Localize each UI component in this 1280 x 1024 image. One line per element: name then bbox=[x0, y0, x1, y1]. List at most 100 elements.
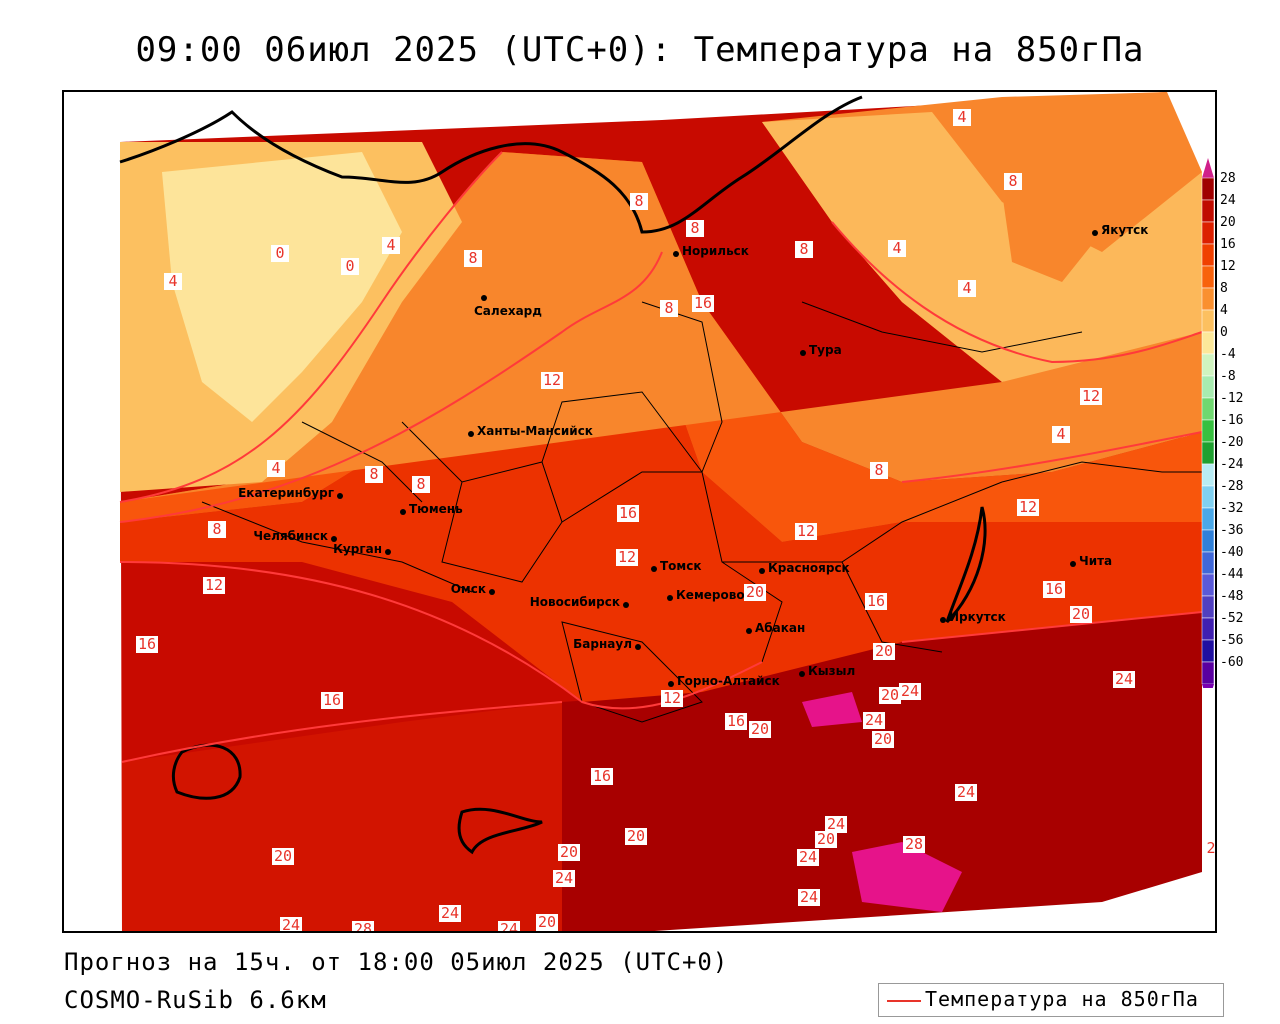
colorbar-segment bbox=[1201, 287, 1215, 311]
city-marker bbox=[635, 644, 641, 650]
contour-label: 8 bbox=[795, 241, 813, 258]
city-label: Курган bbox=[333, 542, 382, 556]
city-marker bbox=[400, 509, 406, 515]
city-marker bbox=[468, 431, 474, 437]
contour-label: 12 bbox=[1080, 387, 1103, 405]
band-16 bbox=[120, 302, 1202, 702]
contour-label: 12 bbox=[541, 371, 564, 389]
city-label: Салехард bbox=[474, 304, 542, 318]
contour-label: 20 bbox=[873, 642, 896, 660]
legend-label: Температура на 850гПа bbox=[925, 987, 1199, 1011]
colorbar-tick-label: 24 bbox=[1220, 193, 1236, 208]
city-label: Екатеринбург bbox=[238, 486, 334, 500]
contour-label: 20 bbox=[872, 730, 895, 748]
colorbar-bottom-arrow-icon bbox=[1202, 684, 1214, 688]
colorbar-segment bbox=[1201, 243, 1215, 267]
colorbar-segment bbox=[1201, 221, 1215, 245]
band-8-yakutia bbox=[1002, 162, 1102, 282]
colorbar-segment bbox=[1201, 331, 1215, 355]
colorbar-tick-label: -48 bbox=[1220, 589, 1244, 604]
contour-label: 8 bbox=[464, 250, 482, 267]
city-label: Омск bbox=[450, 582, 486, 596]
colorbar-segment bbox=[1201, 375, 1215, 399]
city-label: Тура bbox=[809, 343, 842, 357]
colorbar-tick-label: 16 bbox=[1220, 237, 1236, 252]
colorbar-tick-label: -32 bbox=[1220, 501, 1244, 516]
colorbar-tick-label: -4 bbox=[1220, 347, 1236, 362]
contour-label: 20 bbox=[879, 686, 902, 704]
contour-label: 24 bbox=[825, 815, 848, 833]
city-marker bbox=[759, 568, 765, 574]
contour-label: 20 bbox=[815, 830, 838, 848]
contour-label: 28 bbox=[352, 921, 375, 931]
band-0-west bbox=[162, 152, 402, 422]
city-label: Норильск bbox=[682, 244, 749, 258]
colorbar-tick-label: -52 bbox=[1220, 611, 1244, 626]
band-28-b bbox=[802, 692, 862, 727]
city-marker bbox=[385, 549, 391, 555]
colorbar bbox=[1201, 158, 1215, 688]
contour-label: 20 bbox=[625, 827, 648, 845]
region-borders bbox=[201, 301, 1202, 723]
colorbar-segment bbox=[1201, 397, 1215, 421]
legend: Температура на 850гПа bbox=[878, 983, 1224, 1017]
contour-label: 16 bbox=[617, 504, 640, 522]
city-marker bbox=[481, 295, 487, 301]
colorbar-segment bbox=[1201, 551, 1215, 575]
colorbar-segment bbox=[1201, 573, 1215, 597]
colorbar-segment bbox=[1201, 353, 1215, 377]
contour-label: 8 bbox=[870, 462, 888, 479]
city-label: Ханты-Мансийск bbox=[477, 424, 593, 438]
city-marker bbox=[489, 589, 495, 595]
colorbar-tick-label: -8 bbox=[1220, 369, 1236, 384]
lake-baikal bbox=[945, 506, 987, 624]
colorbar-segment bbox=[1201, 309, 1215, 333]
contour-label: 8 bbox=[412, 476, 430, 493]
colorbar-top-arrow-icon bbox=[1202, 158, 1214, 178]
city-marker bbox=[667, 595, 673, 601]
colorbar-tick-label: -28 bbox=[1220, 479, 1244, 494]
contour-label: 12 bbox=[203, 576, 226, 594]
city-label: Иркутск bbox=[949, 610, 1006, 624]
aral-sea bbox=[171, 743, 242, 800]
colorbar-segment bbox=[1201, 441, 1215, 465]
colorbar-tick-label: 28 bbox=[1220, 171, 1236, 186]
city-label: Томск bbox=[660, 559, 702, 573]
contour-label: 8 bbox=[660, 300, 678, 317]
contour-label: 16 bbox=[865, 592, 888, 610]
city-label: Красноярск bbox=[768, 561, 850, 575]
colorbar-tick-label: 4 bbox=[1220, 303, 1228, 318]
colorbar-segment bbox=[1201, 265, 1215, 289]
band-20 bbox=[122, 702, 562, 931]
contour-label: 12 bbox=[616, 548, 639, 566]
city-marker bbox=[940, 617, 946, 623]
contour-label: 4 bbox=[1052, 426, 1070, 443]
contour-label: 4 bbox=[382, 237, 400, 254]
contour-label: 16 bbox=[725, 712, 748, 730]
contour-label: 8 bbox=[686, 220, 704, 237]
city-marker bbox=[651, 566, 657, 572]
contour-label: 16 bbox=[1043, 580, 1066, 598]
colorbar-segment bbox=[1201, 177, 1215, 201]
colorbar-segment bbox=[1201, 639, 1215, 663]
colorbar-tick-label: -16 bbox=[1220, 413, 1244, 428]
contour-label: 20 bbox=[558, 843, 581, 861]
contour-label: 28 bbox=[903, 835, 926, 853]
contour-label: 12 bbox=[661, 689, 684, 707]
band-4-east bbox=[762, 112, 1202, 382]
city-marker bbox=[331, 536, 337, 542]
colorbar-tick-label: 0 bbox=[1220, 325, 1228, 340]
colorbar-segment bbox=[1201, 507, 1215, 531]
city-label: Челябинск bbox=[253, 529, 328, 543]
colorbar-tick-label: -36 bbox=[1220, 523, 1244, 538]
temperature-map: Салехард Норильск Якутск Тура Ханты-Мансийск… bbox=[62, 90, 1217, 933]
contour-label: 16 bbox=[321, 691, 344, 709]
colorbar-tick-label: 20 bbox=[1220, 215, 1236, 230]
contour-label: 16 bbox=[591, 767, 614, 785]
contour-label: 12 bbox=[1017, 498, 1040, 516]
band-28-a bbox=[852, 842, 962, 912]
city-label: Кемерово bbox=[676, 588, 745, 602]
contour-label: 24 bbox=[280, 916, 303, 933]
contour-label: 4 bbox=[888, 240, 906, 257]
colorbar-tick-label: -20 bbox=[1220, 435, 1244, 450]
